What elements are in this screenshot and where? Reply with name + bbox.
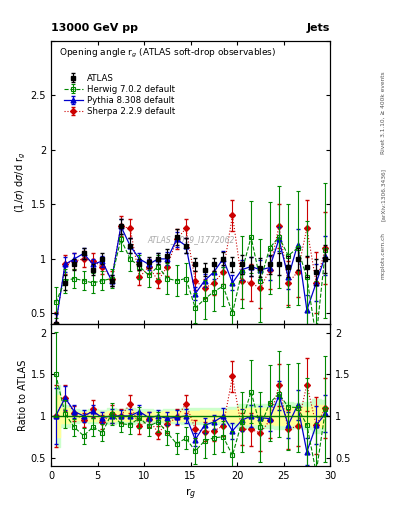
Text: mcplots.cern.ch: mcplots.cern.ch (381, 232, 386, 280)
Text: Rivet 3.1.10, ≥ 400k events: Rivet 3.1.10, ≥ 400k events (381, 71, 386, 154)
Y-axis label: Ratio to ATLAS: Ratio to ATLAS (18, 359, 28, 431)
Text: Opening angle r$_g$ (ATLAS soft-drop observables): Opening angle r$_g$ (ATLAS soft-drop obs… (59, 47, 277, 60)
Y-axis label: (1/$\sigma$) d$\sigma$/d r$_g$: (1/$\sigma$) d$\sigma$/d r$_g$ (13, 152, 28, 214)
Text: ATLAS_2019_I1772062: ATLAS_2019_I1772062 (147, 235, 234, 244)
Text: Jets: Jets (307, 23, 330, 33)
Legend: ATLAS, Herwig 7.0.2 default, Pythia 8.308 default, Sherpa 2.2.9 default: ATLAS, Herwig 7.0.2 default, Pythia 8.30… (64, 74, 175, 116)
X-axis label: r$_g$: r$_g$ (185, 486, 196, 502)
Text: 13000 GeV pp: 13000 GeV pp (51, 23, 138, 33)
Text: [arXiv:1306.3436]: [arXiv:1306.3436] (381, 168, 386, 221)
